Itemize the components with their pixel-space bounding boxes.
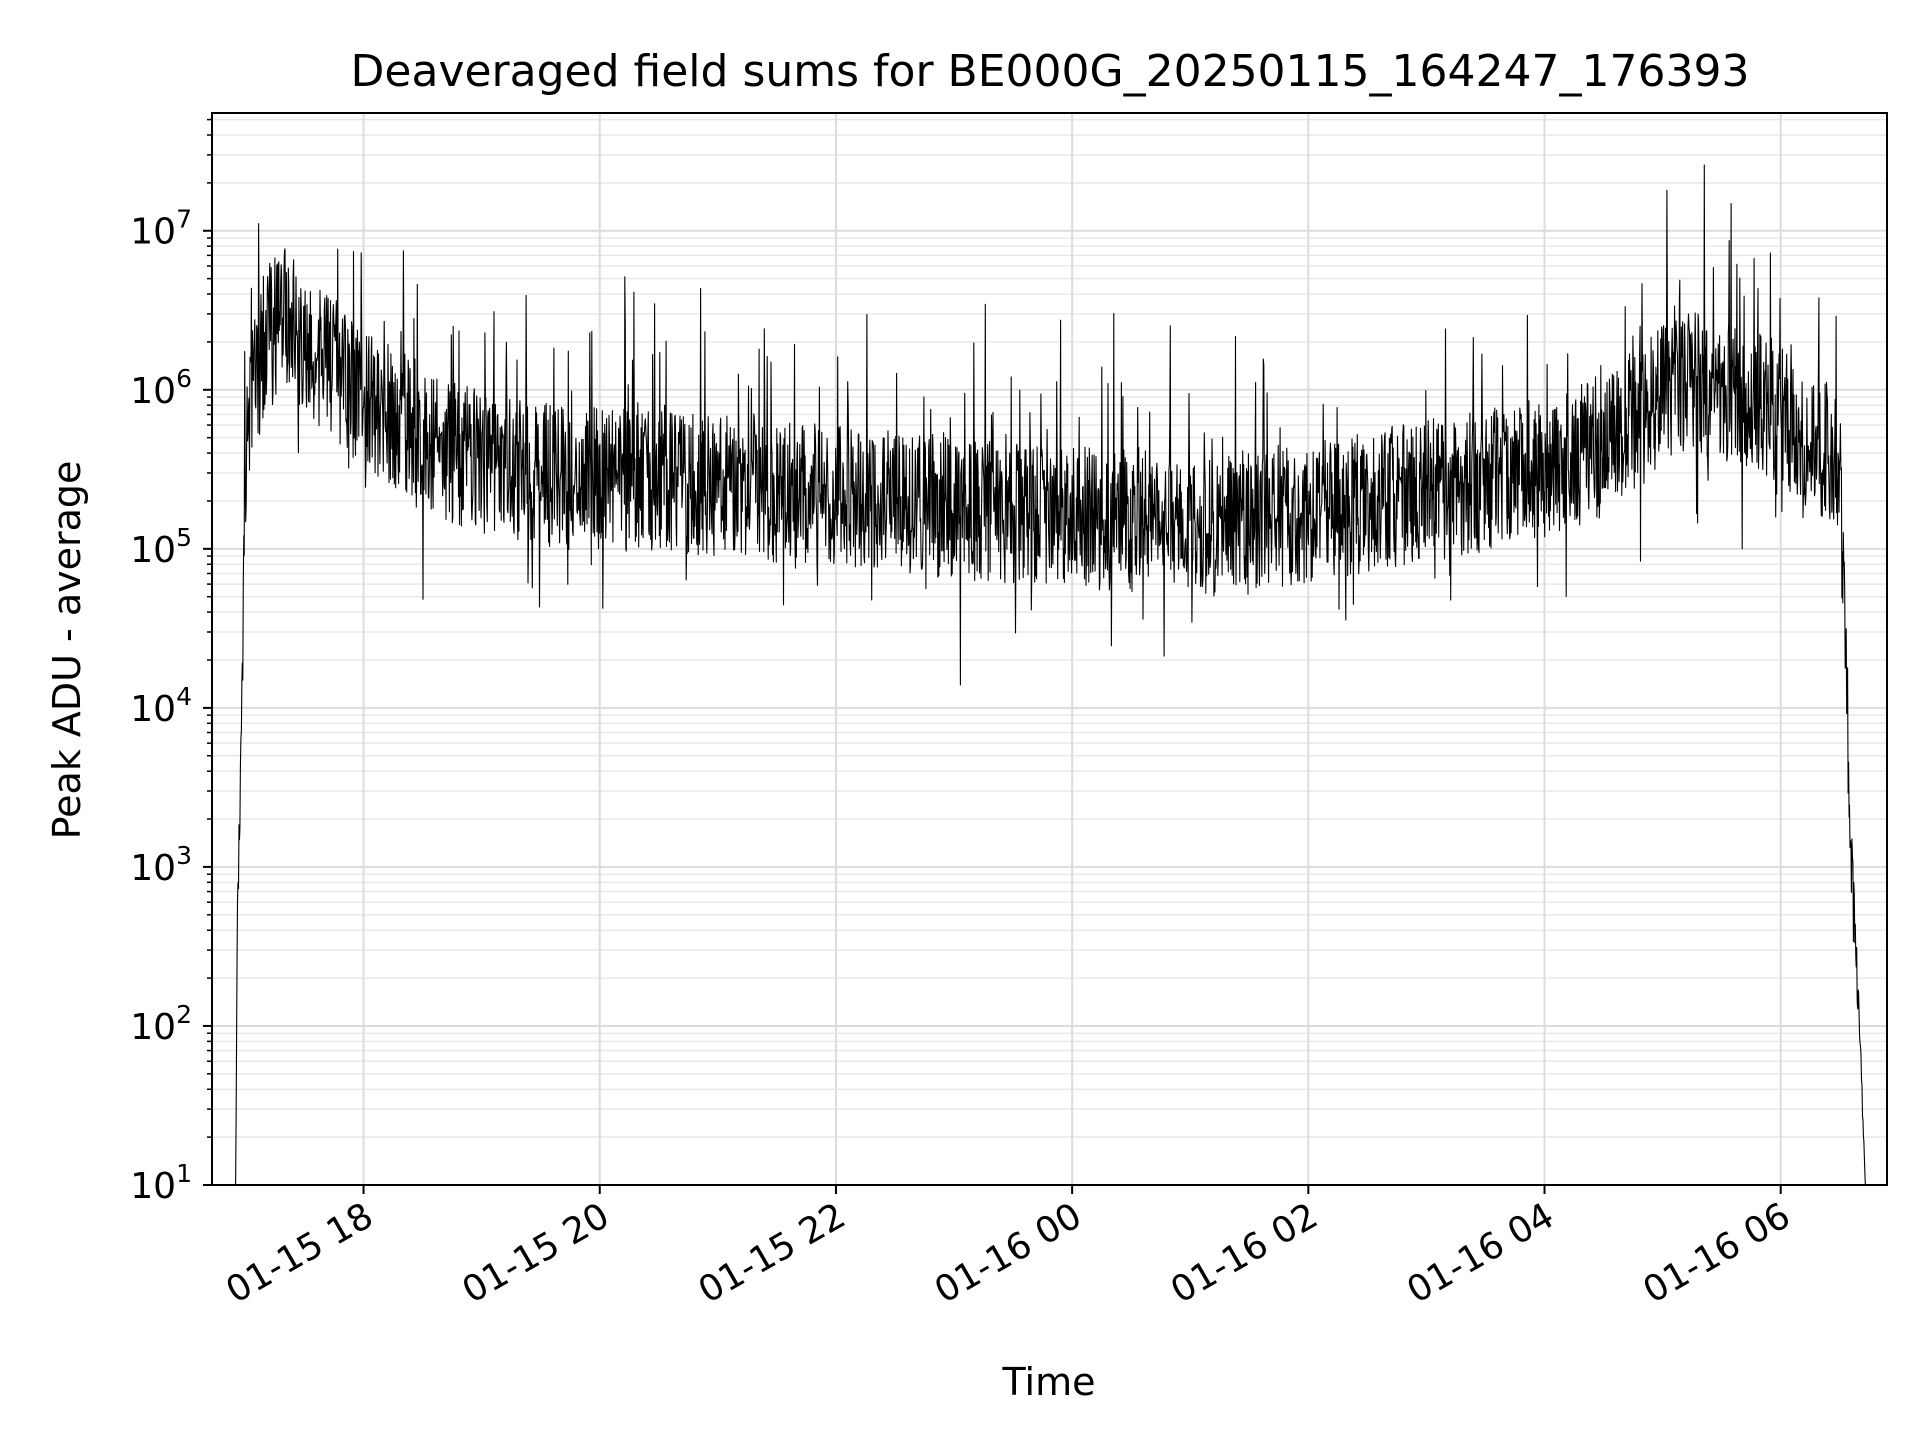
y-tick-label: 105 (130, 523, 192, 571)
y-tick-label: 102 (130, 1000, 192, 1048)
y-tick-label: 104 (130, 682, 192, 730)
y-tick-label: 101 (130, 1159, 192, 1207)
y-tick-label: 106 (130, 364, 192, 412)
y-axis-label: Peak ADU - average (45, 461, 89, 840)
minor-grid (212, 118, 1887, 1138)
y-axis: 101 102 103 104 105 106 107 (130, 118, 212, 1207)
series-line (235, 164, 1866, 1186)
x-axis-label: Time (1002, 1360, 1096, 1404)
series-layer (235, 164, 1866, 1186)
y-tick-label: 103 (130, 841, 192, 889)
chart-title: Deaveraged field sums for BE000G_2025011… (351, 46, 1750, 97)
plot-frame (211, 112, 1888, 1186)
y-tick-label: 107 (130, 205, 192, 253)
